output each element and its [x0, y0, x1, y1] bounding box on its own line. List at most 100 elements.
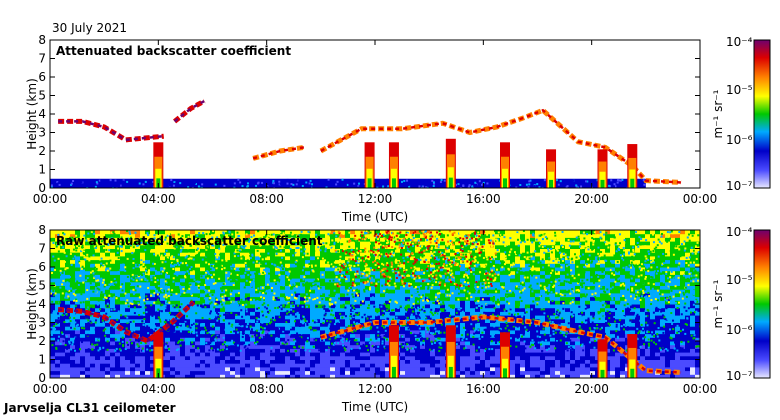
backscatter-cell	[250, 304, 256, 309]
backscatter-cell	[390, 304, 396, 309]
backscatter-speckle	[62, 180, 65, 183]
backscatter-cell	[410, 341, 416, 346]
backscatter-cell	[125, 337, 131, 342]
backscatter-cell	[350, 241, 356, 246]
backscatter-cell	[260, 304, 266, 309]
backscatter-speckle	[420, 185, 423, 188]
backscatter-cell	[505, 278, 511, 283]
backscatter-speckle	[579, 180, 582, 183]
backscatter-cell	[165, 263, 171, 268]
backscatter-cell	[290, 289, 296, 294]
backscatter-cell	[230, 281, 236, 286]
backscatter-cell	[285, 267, 291, 272]
backscatter-cell	[285, 344, 291, 349]
backscatter-cell	[305, 237, 311, 242]
backscatter-speckle	[198, 186, 201, 188]
backscatter-cell	[380, 352, 386, 357]
backscatter-cell	[405, 374, 411, 378]
backscatter-cell	[125, 363, 131, 368]
backscatter-cell	[340, 355, 346, 360]
backscatter-cell	[190, 318, 196, 323]
backscatter-cell	[520, 248, 526, 253]
backscatter-speckle	[613, 183, 616, 186]
backscatter-cell	[185, 259, 191, 264]
backscatter-speckle	[582, 180, 585, 183]
backscatter-cell	[230, 355, 236, 360]
backscatter-speckle	[120, 181, 123, 184]
backscatter-cell	[375, 355, 381, 360]
backscatter-cell	[230, 307, 236, 312]
backscatter-cell	[385, 363, 391, 368]
backscatter-cell	[410, 281, 416, 286]
backscatter-cell	[510, 348, 516, 353]
backscatter-cell	[85, 366, 91, 372]
backscatter-cell	[330, 300, 336, 305]
backscatter-cell	[395, 281, 401, 286]
backscatter-cell	[255, 366, 261, 372]
backscatter-cell	[270, 344, 276, 349]
backscatter-cell	[605, 315, 611, 320]
backscatter-cell	[485, 322, 491, 327]
backscatter-cell	[550, 363, 556, 368]
backscatter-cell	[460, 344, 466, 349]
backscatter-cell	[470, 300, 476, 305]
backscatter-cell	[570, 333, 576, 338]
backscatter-cell	[65, 292, 71, 298]
backscatter-cell	[470, 341, 476, 346]
backscatter-cell	[220, 278, 226, 283]
backscatter-cell	[450, 233, 456, 238]
backscatter-cell	[560, 352, 566, 357]
backscatter-cell	[330, 241, 336, 246]
backscatter-cell	[290, 329, 296, 335]
backscatter-cell	[180, 281, 186, 286]
backscatter-cell	[470, 337, 476, 342]
backscatter-cell	[400, 230, 406, 235]
backscatter-cell	[65, 244, 71, 249]
backscatter-cell	[430, 355, 436, 360]
backscatter-cell	[340, 252, 346, 257]
backscatter-speckle	[122, 180, 125, 183]
backscatter-cell	[280, 344, 286, 349]
backscatter-cell	[345, 274, 351, 279]
backscatter-cell	[75, 366, 81, 372]
backscatter-cell	[610, 370, 616, 375]
backscatter-cell	[105, 281, 111, 286]
backscatter-cell	[605, 289, 611, 294]
backscatter-cell	[375, 270, 381, 275]
backscatter-cell	[205, 333, 211, 338]
backscatter-cell	[400, 259, 406, 264]
backscatter-cell	[335, 370, 341, 375]
backscatter-cell	[585, 248, 591, 253]
backscatter-speckle	[328, 186, 331, 188]
backscatter-cell	[430, 315, 436, 320]
backscatter-cell	[100, 370, 106, 375]
backscatter-cell	[195, 285, 201, 290]
backscatter-cell	[130, 359, 136, 364]
backscatter-cell	[110, 300, 116, 305]
backscatter-cell	[430, 337, 436, 342]
backscatter-cell	[395, 315, 401, 320]
backscatter-cell	[575, 326, 581, 331]
backscatter-cell	[600, 255, 606, 261]
backscatter-cell	[590, 270, 596, 275]
backscatter-cell	[365, 281, 371, 286]
backscatter-cell	[90, 285, 96, 290]
backscatter-cell	[315, 248, 321, 253]
backscatter-cell	[535, 237, 541, 242]
backscatter-cell	[435, 326, 441, 331]
backscatter-cell	[100, 248, 106, 253]
backscatter-cell	[100, 300, 106, 305]
backscatter-cell	[580, 366, 586, 372]
backscatter-cell	[470, 289, 476, 294]
backscatter-cell	[200, 278, 206, 283]
backscatter-speckle	[201, 183, 204, 186]
backscatter-cell	[105, 341, 111, 346]
backscatter-speckle	[425, 186, 428, 188]
backscatter-cell	[185, 333, 191, 338]
backscatter-cell	[490, 270, 496, 275]
backscatter-speckle	[74, 186, 77, 188]
backscatter-cell	[230, 329, 236, 335]
backscatter-cell	[530, 344, 536, 349]
y-axis-label: Height (km)	[25, 78, 39, 149]
backscatter-cell	[85, 307, 91, 312]
